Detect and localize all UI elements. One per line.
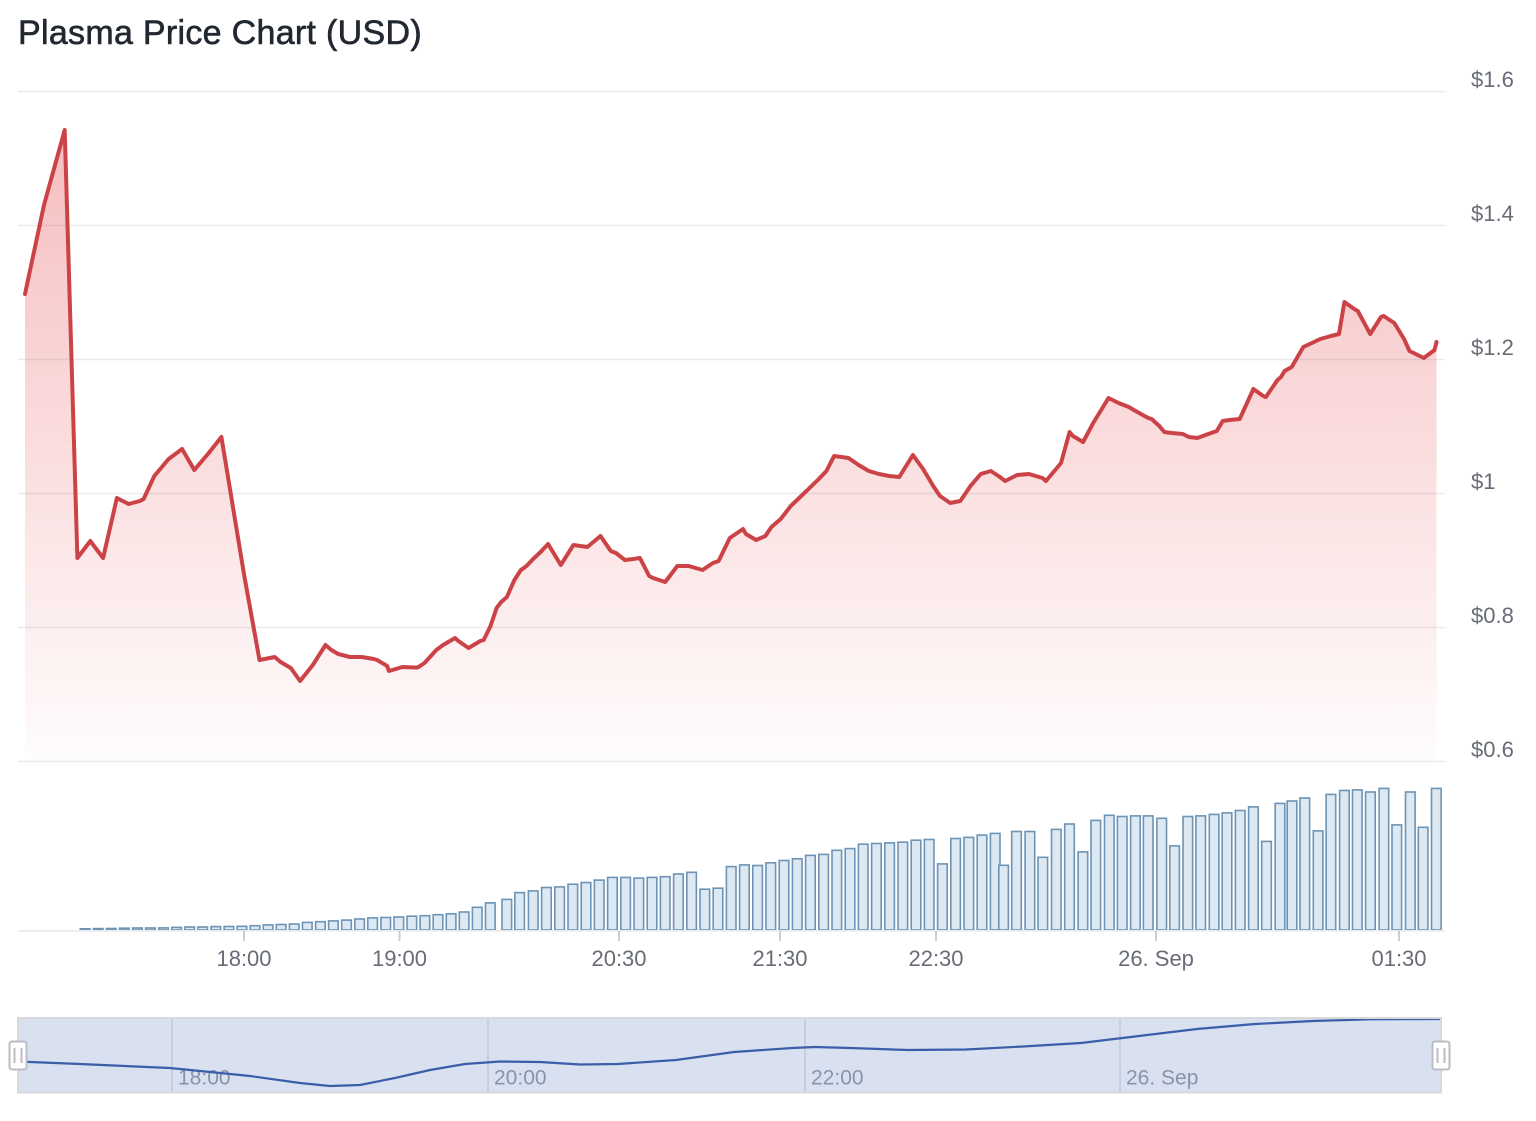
svg-text:20:00: 20:00 xyxy=(494,1067,547,1090)
svg-text:21:30: 21:30 xyxy=(752,946,807,971)
svg-text:22:00: 22:00 xyxy=(811,1067,864,1090)
svg-text:18:00: 18:00 xyxy=(216,946,271,971)
svg-text:$1.2: $1.2 xyxy=(1471,335,1514,360)
svg-text:$1.4: $1.4 xyxy=(1471,201,1514,226)
svg-text:26. Sep: 26. Sep xyxy=(1126,1067,1198,1090)
svg-text:19:00: 19:00 xyxy=(372,946,427,971)
svg-text:$1.6: $1.6 xyxy=(1471,67,1514,92)
svg-text:$0.8: $0.8 xyxy=(1471,603,1514,628)
svg-text:01:30: 01:30 xyxy=(1371,946,1426,971)
svg-text:$0.6: $0.6 xyxy=(1471,737,1514,762)
svg-text:$1: $1 xyxy=(1471,469,1495,494)
svg-text:26. Sep: 26. Sep xyxy=(1118,946,1194,971)
svg-text:20:30: 20:30 xyxy=(591,946,646,971)
svg-text:22:30: 22:30 xyxy=(908,946,963,971)
